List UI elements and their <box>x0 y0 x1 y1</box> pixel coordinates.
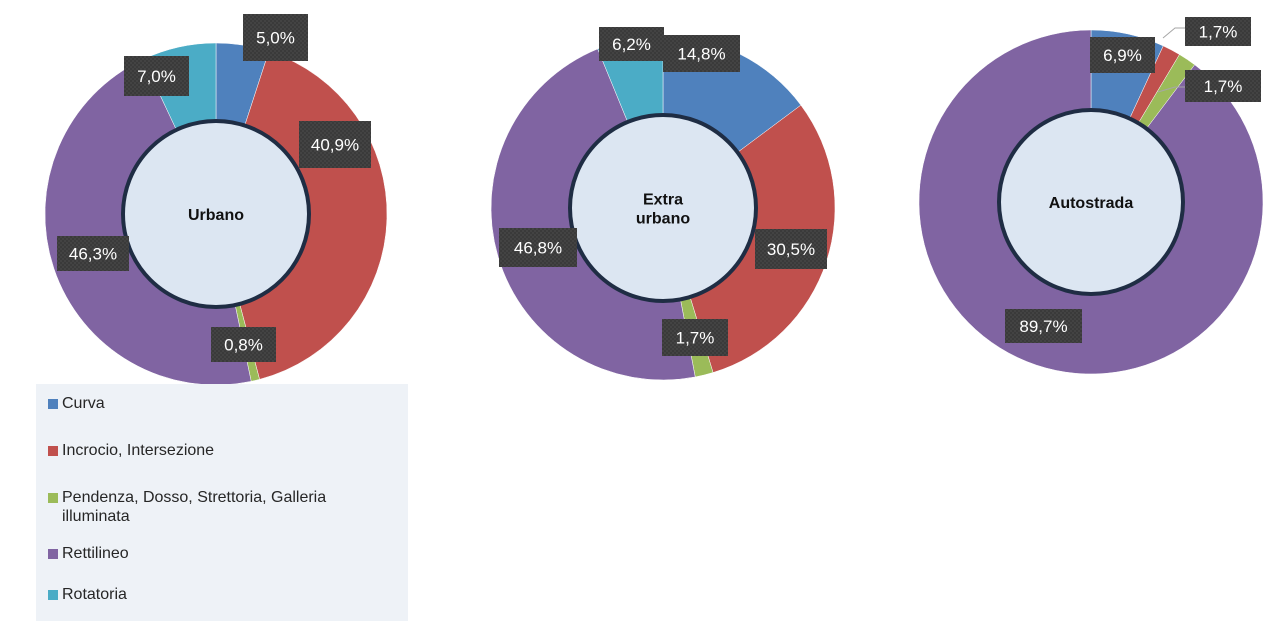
data-label-box <box>1185 17 1251 46</box>
data-label-box <box>755 229 827 269</box>
data-label-curva: 6,9% <box>1090 37 1155 73</box>
legend-item-incrocio: Incrocio, Intersezione <box>48 441 392 460</box>
data-label-rettilineo: 46,8% <box>499 228 577 267</box>
center-hole <box>121 119 311 309</box>
data-label-text: 46,3% <box>69 245 117 264</box>
legend-swatch-curva <box>48 399 58 409</box>
data-label-text: 1,7% <box>1199 23 1238 42</box>
data-label-box <box>124 56 189 96</box>
data-label-text: 1,7% <box>676 329 715 348</box>
data-label-box <box>1185 70 1261 102</box>
data-label-pendenza: 1,7% <box>1185 70 1261 102</box>
data-label-box <box>1090 37 1155 73</box>
data-label-rotatoria: 6,2% <box>599 27 664 61</box>
data-label-box <box>211 327 276 362</box>
data-label-text: 7,0% <box>137 67 176 86</box>
pie-chart-extra-urbano: Extra urbano 14,8% 30,5% 1,7% 46,8% 6,2% <box>490 27 836 381</box>
legend-swatch-pendenza <box>48 493 58 503</box>
pie-chart-urbano: Urbano 5,0% 40,9% 0,8% 46,3% 7,0% <box>44 14 388 384</box>
data-label-text: 30,5% <box>767 240 815 259</box>
data-label-pendenza: 0,8% <box>211 327 276 362</box>
legend-label: Rettilineo <box>62 545 129 562</box>
data-label-box <box>499 228 577 267</box>
data-label-rotatoria: 7,0% <box>124 56 189 96</box>
data-label-text: 1,7% <box>1204 77 1243 96</box>
data-label-pendenza: 1,7% <box>662 319 728 356</box>
data-label-box <box>299 121 371 168</box>
data-label-box <box>663 35 740 72</box>
legend-item-rotatoria: Rotatoria <box>48 585 392 604</box>
legend-label: Incrocio, Intersezione <box>62 442 215 459</box>
legend-label: Pendenza, Dosso, Strettoria, Galleria il… <box>62 489 327 525</box>
center-hole <box>997 108 1185 296</box>
charts-canvas: Urbano 5,0% 40,9% 0,8% 46,3% 7,0% Extra urbano 1… <box>44 14 1263 384</box>
data-label-box <box>599 27 664 61</box>
data-label-box <box>662 319 728 356</box>
data-label-text: 6,9% <box>1103 46 1142 65</box>
pie-chart-autostrada: Autostrada 6,9% 1,7% 1,7% 89,7% <box>918 17 1263 375</box>
center-label: Extra <box>643 192 683 209</box>
data-label-text: 6,2% <box>612 35 651 54</box>
legend-swatch-rotatoria <box>48 590 58 600</box>
data-label-text: 14,8% <box>677 45 725 64</box>
legend-swatch-incrocio <box>48 446 58 456</box>
data-label-incrocio: 40,9% <box>299 121 371 168</box>
data-label-text: 0,8% <box>224 336 263 355</box>
leader-line-pendenza <box>1157 86 1185 93</box>
data-label-text: 40,9% <box>311 136 359 155</box>
data-label-rettilineo: 89,7% <box>1005 309 1082 343</box>
leader-line-incrocio <box>1162 27 1185 39</box>
center-label: Autostrada <box>1049 195 1134 212</box>
data-label-curva: 14,8% <box>663 35 740 72</box>
legend-swatch-rettilineo <box>48 549 58 559</box>
data-label-text: 89,7% <box>1019 317 1067 336</box>
data-label-box <box>1005 309 1082 343</box>
legend-label: Curva <box>62 395 105 412</box>
data-label-incrocio: 30,5% <box>755 229 827 269</box>
data-label-text: 46,8% <box>514 239 562 258</box>
legend-item-pendenza: Pendenza, Dosso, Strettoria, Galleria il… <box>48 488 392 526</box>
data-label-text: 5,0% <box>256 29 295 48</box>
legend-item-curva: Curva <box>48 394 392 413</box>
data-label-rettilineo: 46,3% <box>57 236 129 271</box>
data-label-incrocio: 1,7% <box>1185 17 1251 46</box>
legend-label: Rotatoria <box>62 586 127 603</box>
legend-item-rettilineo: Rettilineo <box>48 544 392 563</box>
center-label: urbano <box>636 211 690 228</box>
data-label-curva: 5,0% <box>243 14 308 61</box>
data-label-box <box>243 14 308 61</box>
center-hole <box>568 113 758 303</box>
data-label-box <box>57 236 129 271</box>
legend: Curva Incrocio, Intersezione Pendenza, D… <box>36 384 408 621</box>
center-label: Urbano <box>188 207 244 224</box>
